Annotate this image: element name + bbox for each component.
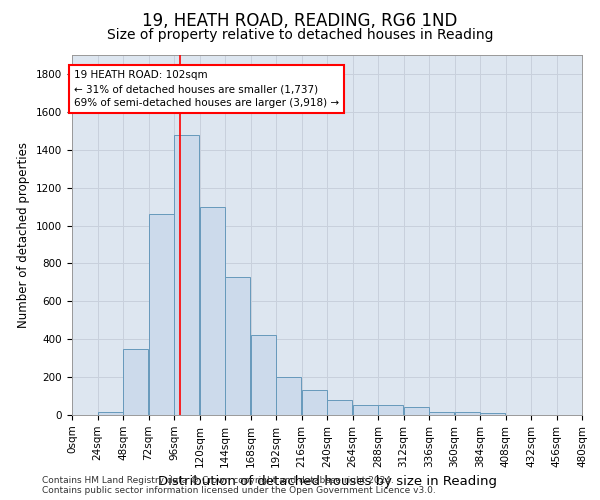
Bar bbox=[404, 408, 429, 415]
Bar bbox=[225, 276, 250, 415]
Bar bbox=[149, 214, 174, 415]
Bar bbox=[455, 412, 480, 415]
Text: Size of property relative to detached houses in Reading: Size of property relative to detached ho… bbox=[107, 28, 493, 42]
Bar bbox=[200, 206, 225, 415]
Bar bbox=[276, 377, 301, 415]
Bar bbox=[98, 412, 123, 415]
X-axis label: Distribution of detached houses by size in Reading: Distribution of detached houses by size … bbox=[157, 475, 497, 488]
Text: Contains HM Land Registry data © Crown copyright and database right 2024.: Contains HM Land Registry data © Crown c… bbox=[42, 476, 394, 485]
Text: Contains public sector information licensed under the Open Government Licence v3: Contains public sector information licen… bbox=[42, 486, 436, 495]
Bar bbox=[353, 404, 378, 415]
Text: 19 HEATH ROAD: 102sqm
← 31% of detached houses are smaller (1,737)
69% of semi-d: 19 HEATH ROAD: 102sqm ← 31% of detached … bbox=[74, 70, 339, 108]
Bar bbox=[123, 348, 148, 415]
Bar bbox=[174, 134, 199, 415]
Bar bbox=[378, 404, 403, 415]
Text: 19, HEATH ROAD, READING, RG6 1ND: 19, HEATH ROAD, READING, RG6 1ND bbox=[142, 12, 458, 30]
Bar bbox=[327, 400, 352, 415]
Bar bbox=[429, 412, 454, 415]
Bar bbox=[302, 390, 327, 415]
Y-axis label: Number of detached properties: Number of detached properties bbox=[17, 142, 31, 328]
Bar bbox=[480, 414, 505, 415]
Bar bbox=[251, 336, 276, 415]
